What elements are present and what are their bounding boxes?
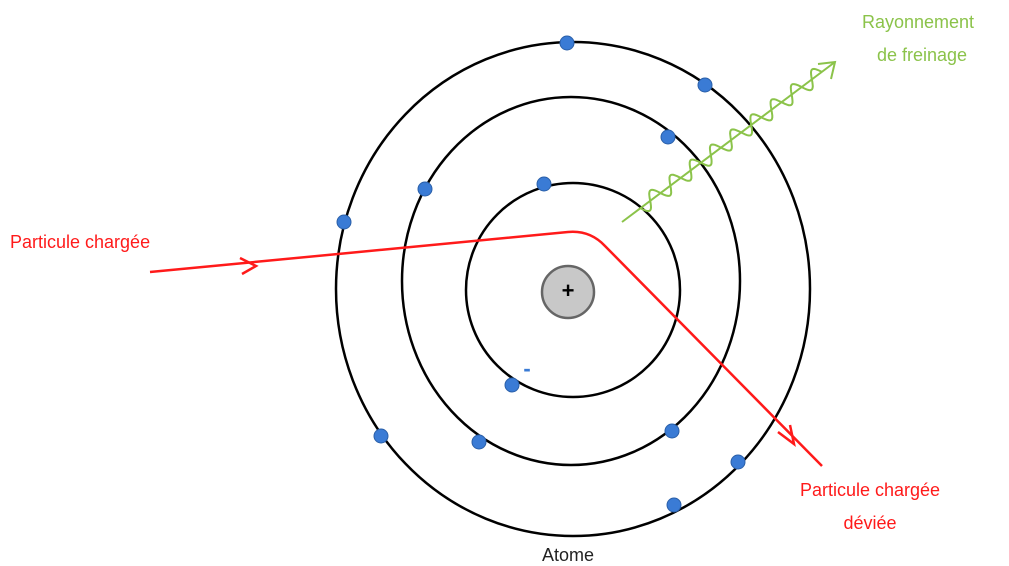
electron xyxy=(730,454,746,470)
electron xyxy=(697,77,713,93)
deflected-label: Particule chargée déviée xyxy=(800,480,940,533)
electron xyxy=(373,428,389,444)
radiation-axis xyxy=(621,61,836,223)
electron-sign: - xyxy=(523,356,530,381)
electron xyxy=(471,434,487,450)
electrons xyxy=(336,35,746,513)
electron xyxy=(417,181,433,197)
electron xyxy=(664,423,680,439)
atom-label: Atome xyxy=(542,545,594,565)
radiation-label: Rayonnement de freinage xyxy=(862,12,974,65)
arrow xyxy=(777,424,796,447)
electron xyxy=(660,129,676,145)
electron xyxy=(536,176,552,192)
arrow xyxy=(239,256,259,276)
label-line: de freinage xyxy=(877,45,967,65)
particle-path xyxy=(149,230,823,467)
nucleus-sign: + xyxy=(562,278,575,303)
electron xyxy=(336,214,352,230)
arrow xyxy=(817,60,837,80)
label-line: Rayonnement xyxy=(862,12,974,32)
electron xyxy=(504,377,520,393)
label-line: Particule chargée xyxy=(800,480,940,500)
trajectory xyxy=(149,230,823,467)
radiation-wave xyxy=(639,67,823,213)
nucleus xyxy=(540,264,596,320)
orbit xyxy=(464,181,682,399)
electron xyxy=(559,35,575,51)
label-line: déviée xyxy=(843,513,896,533)
orbit xyxy=(400,95,742,467)
electron xyxy=(666,497,682,513)
incoming-label: Particule chargée xyxy=(10,232,150,252)
radiation xyxy=(621,60,837,223)
